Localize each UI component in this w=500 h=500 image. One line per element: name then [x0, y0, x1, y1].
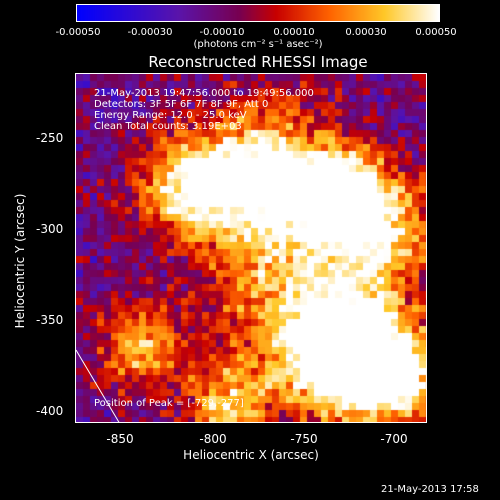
colorbar-tick: 0.00050	[415, 27, 457, 38]
colorbar-tick: -0.00010	[199, 27, 245, 38]
colorbar-tick: 0.00030	[345, 27, 387, 38]
colorbar-unit: (photons cm⁻² s⁻¹ asec⁻²)	[193, 39, 323, 50]
y-tick-label: -250	[36, 131, 64, 145]
energy-range-label: Energy Range: 12.0 - 25.0 keV	[94, 110, 247, 121]
colorbar	[76, 4, 440, 22]
y-axis-label: Heliocentric Y (arcsec)	[13, 193, 27, 329]
x-tick-label: -850	[106, 432, 134, 446]
time-range-label: 21-May-2013 19:47:56.000 to 19:49:56.000	[94, 88, 314, 99]
image-title: Reconstructed RHESSI Image	[148, 53, 368, 71]
y-tick-label: -350	[36, 313, 64, 327]
y-tick-label: -400	[36, 404, 64, 418]
detectors-label: Detectors: 3F 5F 6F 7F 8F 9F, Att 0	[94, 99, 269, 110]
colorbar-tick: -0.00030	[127, 27, 173, 38]
rhessi-image-plot[interactable]: 21-May-2013 19:47:56.000 to 19:49:56.000…	[75, 73, 427, 423]
reconstructed-image	[76, 74, 426, 422]
x-tick-label: -800	[199, 432, 227, 446]
colorbar-tick: -0.00050	[55, 27, 101, 38]
limb-line	[76, 349, 120, 422]
x-tick-label: -700	[380, 432, 408, 446]
colorbar-tick: 0.00010	[273, 27, 315, 38]
peak-position-label: Position of Peak = [-729,-277]	[94, 398, 244, 409]
plot-timestamp: 21-May-2013 17:58	[381, 484, 479, 495]
x-tick-label: -750	[290, 432, 318, 446]
y-tick-label: -300	[36, 222, 64, 236]
clean-counts-label: Clean Total counts: 3.19E+03	[94, 121, 242, 132]
x-axis-label: Heliocentric X (arcsec)	[183, 448, 319, 462]
